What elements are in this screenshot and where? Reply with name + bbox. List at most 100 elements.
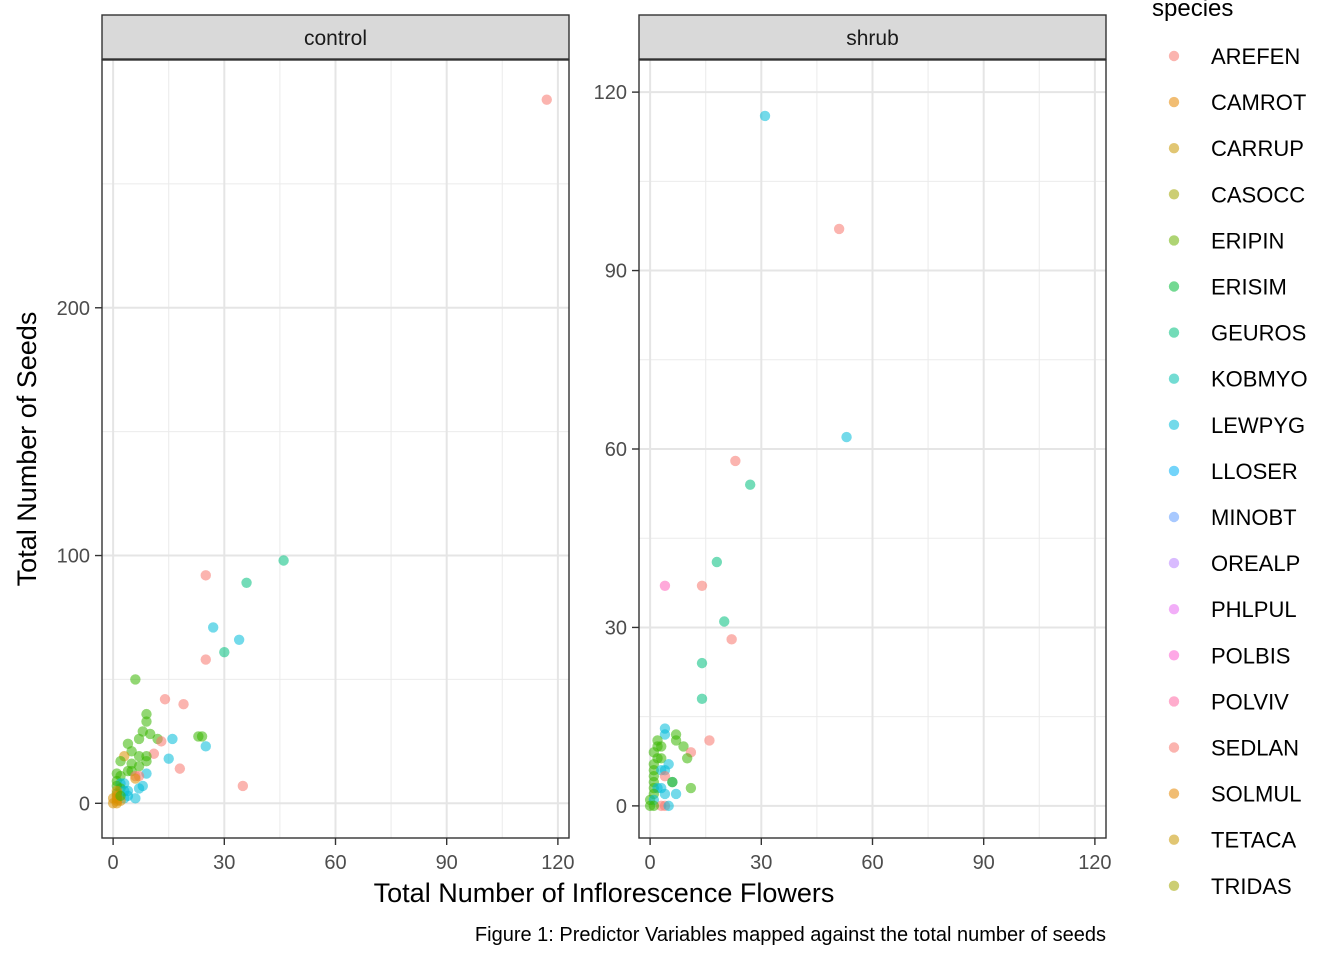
data-point xyxy=(704,735,715,746)
data-point xyxy=(841,431,852,443)
data-point xyxy=(670,735,682,746)
legend-key xyxy=(1168,696,1180,707)
legend-title: species xyxy=(1152,0,1233,22)
legend-label: CAMROT xyxy=(1211,90,1306,115)
legend: species AREFEN CAMROT CARRUP CASOCC ERIPIN ER… xyxy=(1152,0,1308,899)
legend-label: AREFEN xyxy=(1211,44,1300,69)
legend-label: GEUROS xyxy=(1211,321,1306,346)
legend-label: SOLMUL xyxy=(1211,782,1301,807)
data-point xyxy=(759,110,771,122)
legend-label: MINOBT xyxy=(1211,505,1297,530)
gridlines-control xyxy=(102,60,569,838)
data-point xyxy=(141,755,152,767)
y-tick-label: 100 xyxy=(57,546,90,568)
data-point xyxy=(207,622,219,633)
legend-key xyxy=(1168,465,1180,477)
data-point xyxy=(681,753,693,764)
legend-label: ERISIM xyxy=(1211,275,1287,300)
data-point xyxy=(219,646,230,658)
data-point xyxy=(130,773,141,784)
data-point xyxy=(656,753,667,764)
data-point xyxy=(241,577,252,588)
data-point xyxy=(141,708,152,720)
strip-control xyxy=(101,14,570,60)
data-point xyxy=(200,570,211,581)
legend-key xyxy=(1168,235,1180,246)
x-tick-label: 120 xyxy=(1078,852,1111,874)
legend-label: LLOSER xyxy=(1211,459,1298,484)
data-point xyxy=(144,728,156,740)
data-point xyxy=(200,741,211,752)
data-point xyxy=(659,788,671,800)
legend-key xyxy=(1168,880,1180,891)
legend-key xyxy=(1168,742,1180,753)
x-tick-label: 30 xyxy=(213,852,235,874)
data-point xyxy=(141,716,152,727)
data-point xyxy=(115,790,126,802)
y-tick-label: 60 xyxy=(605,439,627,461)
data-point xyxy=(730,455,741,467)
legend-label: KOBMYO xyxy=(1211,367,1308,392)
x-tick-label: 0 xyxy=(108,852,119,874)
data-point xyxy=(659,729,671,740)
legend-key xyxy=(1168,650,1180,661)
legend-key xyxy=(1168,604,1180,615)
data-point xyxy=(696,693,708,705)
legend-key xyxy=(1168,557,1180,569)
y-tick-label: 30 xyxy=(605,617,627,639)
legend-key xyxy=(1168,788,1180,799)
legend-items: AREFEN CAMROT CARRUP CASOCC ERIPIN ERISIM GEUR… xyxy=(1168,44,1308,899)
legend-key xyxy=(1168,50,1180,62)
data-point xyxy=(659,580,671,592)
x-tick-label: 90 xyxy=(436,852,458,874)
legend-label: CASOCC xyxy=(1211,182,1305,207)
x-tick-label: 120 xyxy=(541,852,574,874)
data-point xyxy=(663,800,674,812)
y-tick-label: 0 xyxy=(79,793,90,815)
legend-label: ERIPIN xyxy=(1211,228,1284,253)
data-point xyxy=(670,788,682,800)
x-tick-label: 30 xyxy=(750,852,772,874)
strip-shrub xyxy=(638,14,1107,60)
data-point xyxy=(678,741,689,752)
legend-key xyxy=(1168,281,1180,292)
legend-label: TETACA xyxy=(1211,828,1296,853)
data-point xyxy=(744,479,756,490)
points-shrub xyxy=(644,110,852,812)
data-point xyxy=(719,616,730,627)
facet-shrub: shrub 0 30 60 90 120 0 30 60 90 120 xyxy=(594,14,1112,874)
data-point xyxy=(196,731,208,742)
data-point xyxy=(644,800,656,812)
legend-label: LEWPYG xyxy=(1211,413,1305,438)
ticks-shrub: 0 30 60 90 120 0 30 60 90 120 xyxy=(594,82,1112,874)
data-point xyxy=(237,780,249,792)
data-point xyxy=(159,694,171,705)
gridlines-shrub xyxy=(639,60,1106,838)
strip-label-shrub: shrub xyxy=(846,27,899,50)
data-point xyxy=(696,580,708,592)
legend-label: POLBIS xyxy=(1211,643,1290,668)
legend-label: OREALP xyxy=(1211,551,1300,576)
data-point xyxy=(133,733,145,745)
y-tick-label: 90 xyxy=(605,261,627,283)
legend-label: SEDLAN xyxy=(1211,736,1299,761)
data-point xyxy=(174,763,186,774)
legend-key xyxy=(1168,327,1180,338)
legend-key xyxy=(1168,834,1180,845)
x-tick-label: 60 xyxy=(861,852,883,874)
data-point xyxy=(278,555,289,566)
x-tick-label: 90 xyxy=(973,852,995,874)
legend-label: POLVIV xyxy=(1211,689,1289,714)
legend-key xyxy=(1168,511,1180,523)
data-point xyxy=(233,634,245,645)
data-point xyxy=(133,751,145,762)
data-point xyxy=(711,556,723,568)
y-tick-label: 200 xyxy=(57,298,90,320)
facet-control: control 0 30 60 90 120 0 100 200 xyxy=(57,14,575,874)
x-tick-label: 60 xyxy=(324,852,346,874)
data-point xyxy=(659,770,671,782)
data-point xyxy=(696,657,708,669)
data-point xyxy=(133,760,145,772)
strip-label-control: control xyxy=(304,27,367,50)
